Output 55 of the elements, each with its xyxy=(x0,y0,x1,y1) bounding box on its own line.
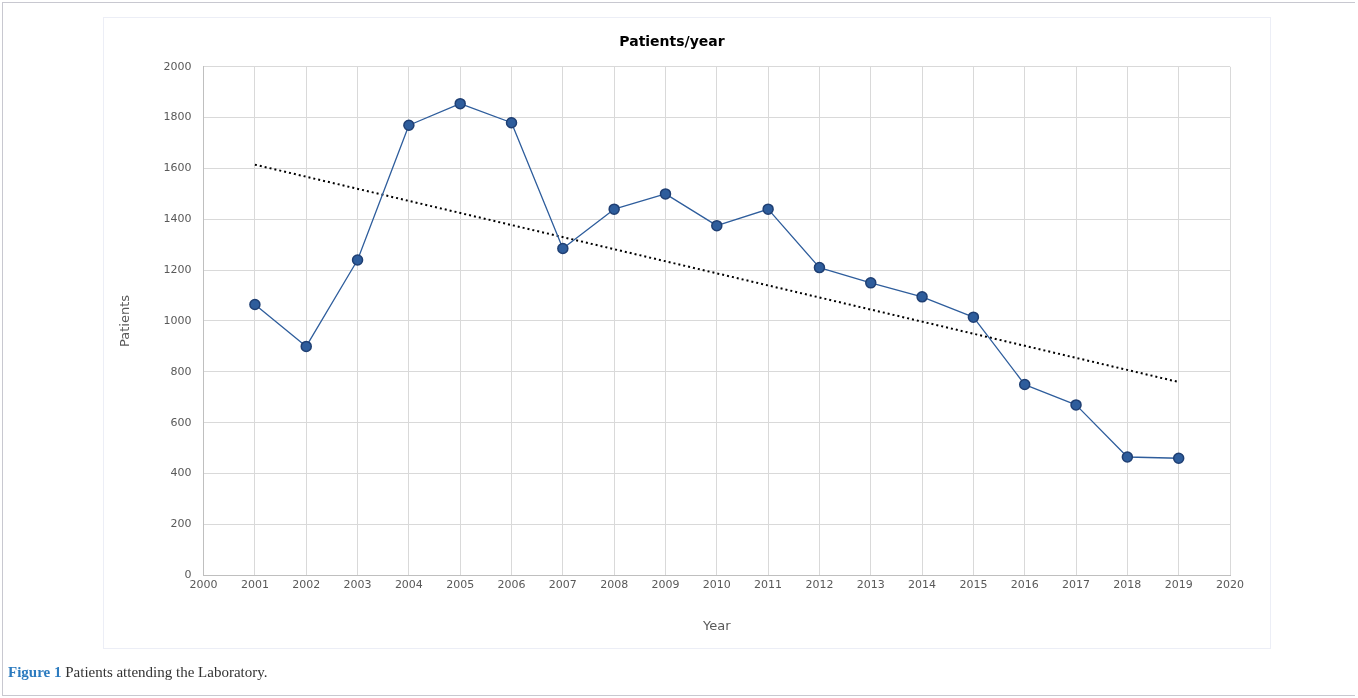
x-tick-label: 2015 xyxy=(959,577,988,591)
x-axis-title: Year xyxy=(702,617,732,633)
point xyxy=(249,298,261,311)
x-tick-label: 2001 xyxy=(240,577,269,591)
y-tick-label: 1200 xyxy=(163,263,192,277)
x-tick-label: 2005 xyxy=(446,577,475,591)
x-tick-label: 2007 xyxy=(548,577,577,591)
point xyxy=(865,277,877,289)
point xyxy=(300,340,312,353)
x-tick-label: 2016 xyxy=(1010,577,1039,591)
point xyxy=(608,203,620,215)
point xyxy=(403,119,415,132)
x-tick-label: 2011 xyxy=(754,577,783,591)
x-tick-label: 2009 xyxy=(651,577,680,591)
point xyxy=(1121,451,1134,463)
point xyxy=(1070,399,1082,411)
point xyxy=(1172,452,1185,465)
x-tick-label: 2004 xyxy=(394,577,423,591)
point xyxy=(813,261,826,274)
chart-title: Patients/year xyxy=(619,33,725,50)
x-tick-label: 2000 xyxy=(189,577,218,591)
x-tick-label: 2012 xyxy=(805,577,834,591)
y-tick-label: 2000 xyxy=(163,59,192,73)
point xyxy=(557,242,569,255)
x-tick-label: 2003 xyxy=(343,577,372,591)
y-tick-label: 1800 xyxy=(163,110,192,124)
y-tick-label: 200 xyxy=(170,517,192,531)
y-tick-label: 600 xyxy=(170,415,192,429)
point xyxy=(967,311,980,323)
x-tick-label: 2017 xyxy=(1062,577,1091,591)
point xyxy=(505,116,518,129)
point xyxy=(916,291,928,303)
y-tick-label: 0 xyxy=(184,568,192,582)
point xyxy=(711,219,723,232)
y-tick-label: 800 xyxy=(170,364,192,378)
x-tick-label: 2014 xyxy=(908,577,937,591)
point xyxy=(659,188,672,200)
x-tick-label: 2013 xyxy=(856,577,885,591)
x-tick-label: 2008 xyxy=(600,577,629,591)
point xyxy=(1018,378,1031,391)
point xyxy=(762,203,774,215)
y-tick-label: 1000 xyxy=(163,313,192,327)
y-tick-label: 1600 xyxy=(163,161,192,175)
x-tick-label: 2018 xyxy=(1113,577,1142,591)
caption: Figure 1 Patients attending the Laboratory. xyxy=(8,664,268,681)
y-tick-label: 1400 xyxy=(163,212,192,226)
x-tick-label: 2002 xyxy=(292,577,321,591)
y-axis-title: Patients xyxy=(117,294,133,348)
y-tick-label: 400 xyxy=(170,466,192,480)
point xyxy=(454,97,466,110)
point xyxy=(351,254,364,266)
x-tick-label: 2019 xyxy=(1164,577,1193,591)
x-tick-label: 2020 xyxy=(1216,577,1244,591)
x-tick-label: 2010 xyxy=(702,577,731,591)
x-tick-label: 2006 xyxy=(497,577,526,591)
